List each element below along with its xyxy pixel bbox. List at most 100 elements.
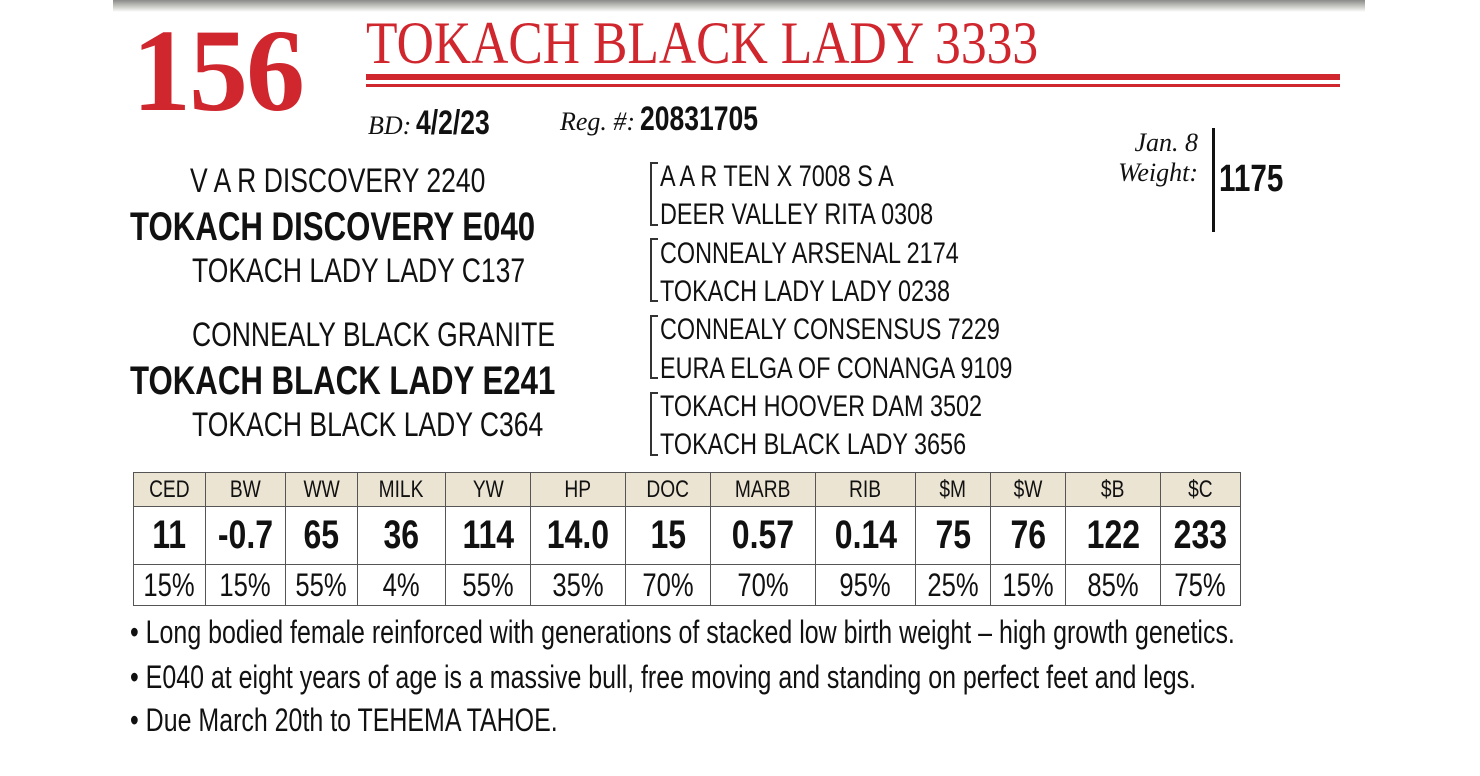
epd-header-cell: CED <box>133 472 206 507</box>
epd-header: WW <box>303 475 340 503</box>
epd-percentile-cell: 85% <box>1065 564 1161 606</box>
top-shadow-bar <box>113 0 1365 12</box>
epd-value-cell: 0.57 <box>710 506 816 565</box>
epd-header-cell: MILK <box>357 472 446 507</box>
epd-value: 11 <box>152 513 187 557</box>
epd-header: DOC <box>646 475 690 503</box>
epd-value-cell: 65 <box>285 506 358 565</box>
great-grandparent: CONNEALY ARSENAL 2174 <box>660 237 959 270</box>
epd-value: 114 <box>462 513 514 557</box>
epd-header: MARB <box>735 475 791 503</box>
epd-percentile: 75% <box>1174 566 1227 603</box>
epd-percentile-cell: 55% <box>445 564 531 606</box>
note: • Due March 20th to TEHEMA TAHOE. <box>130 702 558 738</box>
registration: Reg. #: 20831705 <box>560 100 758 138</box>
epd-percentile-cell: 55% <box>285 564 358 606</box>
epd-header-row: CED BW WW MILK YW HP DOC MARB RIB $M $W $B $C <box>133 472 1241 507</box>
epd-header-cell: BW <box>205 472 286 507</box>
epd-value-cell: 122 <box>1065 506 1161 565</box>
epd-header: $C <box>1188 475 1213 503</box>
epd-percentile-cell: 15% <box>205 564 286 606</box>
great-grandparent: CONNEALY CONSENSUS 7229 <box>660 313 1000 346</box>
epd-percentile: 4% <box>383 566 420 603</box>
epd-value-cell: 14.0 <box>530 506 626 565</box>
epd-value-cell: 233 <box>1160 506 1241 565</box>
epd-value-cell: 75 <box>915 506 991 565</box>
great-grandparent: TOKACH BLACK LADY 3656 <box>660 428 967 461</box>
epd-value: 76 <box>1010 513 1046 557</box>
epd-percentile-cell: 70% <box>710 564 816 606</box>
epd-percentile: 35% <box>552 566 604 603</box>
great-grandparent: EURA ELGA OF CONANGA 9109 <box>660 352 1013 385</box>
epd-percentile: 55% <box>295 566 348 603</box>
epd-value: 15 <box>650 513 686 557</box>
epd-percentile: 70% <box>642 566 694 603</box>
bracket <box>650 238 658 302</box>
bracket <box>650 162 658 226</box>
epd-value-cell: 36 <box>357 506 446 565</box>
epd-header-cell: $M <box>915 472 991 507</box>
epd-value: 233 <box>1173 513 1228 557</box>
sire: TOKACH DISCOVERY E040 <box>130 205 536 249</box>
epd-header-cell: MARB <box>710 472 816 507</box>
great-grandparent: TOKACH LADY LADY 0238 <box>660 275 951 308</box>
sire-dam: TOKACH LADY LADY C137 <box>192 252 526 290</box>
animal-name: TOKACH BLACK LADY 3333 <box>366 10 1039 76</box>
epd-percentile-cell: 35% <box>530 564 626 606</box>
epd-percentile-row: 15% 15% 55% 4% 55% 35% 70% 70% 95% 25% 15% 85% 75% <box>133 564 1241 606</box>
epd-percentile: 15% <box>219 566 272 603</box>
epd-value-cell: 11 <box>133 506 206 565</box>
epd-percentile: 15% <box>1002 566 1054 603</box>
epd-table: CED BW WW MILK YW HP DOC MARB RIB $M $W $B $C 11 -0.7… <box>133 472 1241 606</box>
epd-percentile: 25% <box>927 566 979 603</box>
epd-value-cell: 0.14 <box>815 506 916 565</box>
epd-value-row: 11 -0.7 65 36 114 14.0 15 0.57 0.14 75 76 122 233 <box>133 506 1241 565</box>
epd-header-cell: RIB <box>815 472 916 507</box>
epd-header: $M <box>939 475 967 503</box>
epd-percentile-cell: 4% <box>357 564 446 606</box>
great-grandparent: DEER VALLEY RITA 0308 <box>660 198 934 231</box>
epd-value: 0.14 <box>834 513 897 557</box>
epd-header: CED <box>149 475 190 503</box>
weight-divider <box>1212 128 1215 232</box>
epd-percentile-cell: 15% <box>133 564 206 606</box>
epd-value: 14.0 <box>546 513 610 557</box>
epd-value-cell: -0.7 <box>205 506 286 565</box>
epd-value: 75 <box>935 513 971 557</box>
note: • E040 at eight years of age is a massiv… <box>130 659 1197 695</box>
weight-value: 1175 <box>1219 158 1284 200</box>
epd-header: MILK <box>379 475 424 503</box>
epd-header: RIB <box>849 475 882 503</box>
epd-value-cell: 15 <box>625 506 711 565</box>
great-grandparent: A A R TEN X 7008 S A <box>660 160 894 193</box>
epd-header: $B <box>1101 475 1125 503</box>
note: • Long bodied female reinforced with gen… <box>130 614 1235 650</box>
epd-value: 122 <box>1086 513 1140 557</box>
epd-value: 65 <box>303 513 340 557</box>
dam-dam: TOKACH BLACK LADY C364 <box>192 406 544 444</box>
epd-value-cell: 76 <box>990 506 1066 565</box>
epd-header-cell: HP <box>530 472 626 507</box>
epd-value: 36 <box>383 513 420 557</box>
epd-header-cell: DOC <box>625 472 711 507</box>
epd-header: YW <box>472 475 504 503</box>
epd-percentile-cell: 15% <box>990 564 1066 606</box>
epd-header-cell: WW <box>285 472 358 507</box>
epd-percentile-cell: 75% <box>1160 564 1241 606</box>
bracket <box>650 315 658 379</box>
great-grandparent: TOKACH HOOVER DAM 3502 <box>660 390 983 423</box>
epd-header-cell: $B <box>1065 472 1161 507</box>
epd-header: HP <box>564 475 592 503</box>
epd-header-cell: $W <box>990 472 1066 507</box>
epd-value: 0.57 <box>731 513 795 557</box>
epd-percentile-cell: 70% <box>625 564 711 606</box>
dam: TOKACH BLACK LADY E241 <box>130 359 556 403</box>
epd-percentile-cell: 25% <box>915 564 991 606</box>
weight-label: Jan. 8 Weight: <box>1118 128 1198 187</box>
epd-percentile: 95% <box>839 566 892 603</box>
epd-percentile-cell: 95% <box>815 564 916 606</box>
dam-sire: CONNEALY BLACK GRANITE <box>192 316 556 354</box>
epd-header-cell: $C <box>1160 472 1241 507</box>
title-rule-thick <box>366 74 1340 80</box>
bracket <box>650 392 658 456</box>
